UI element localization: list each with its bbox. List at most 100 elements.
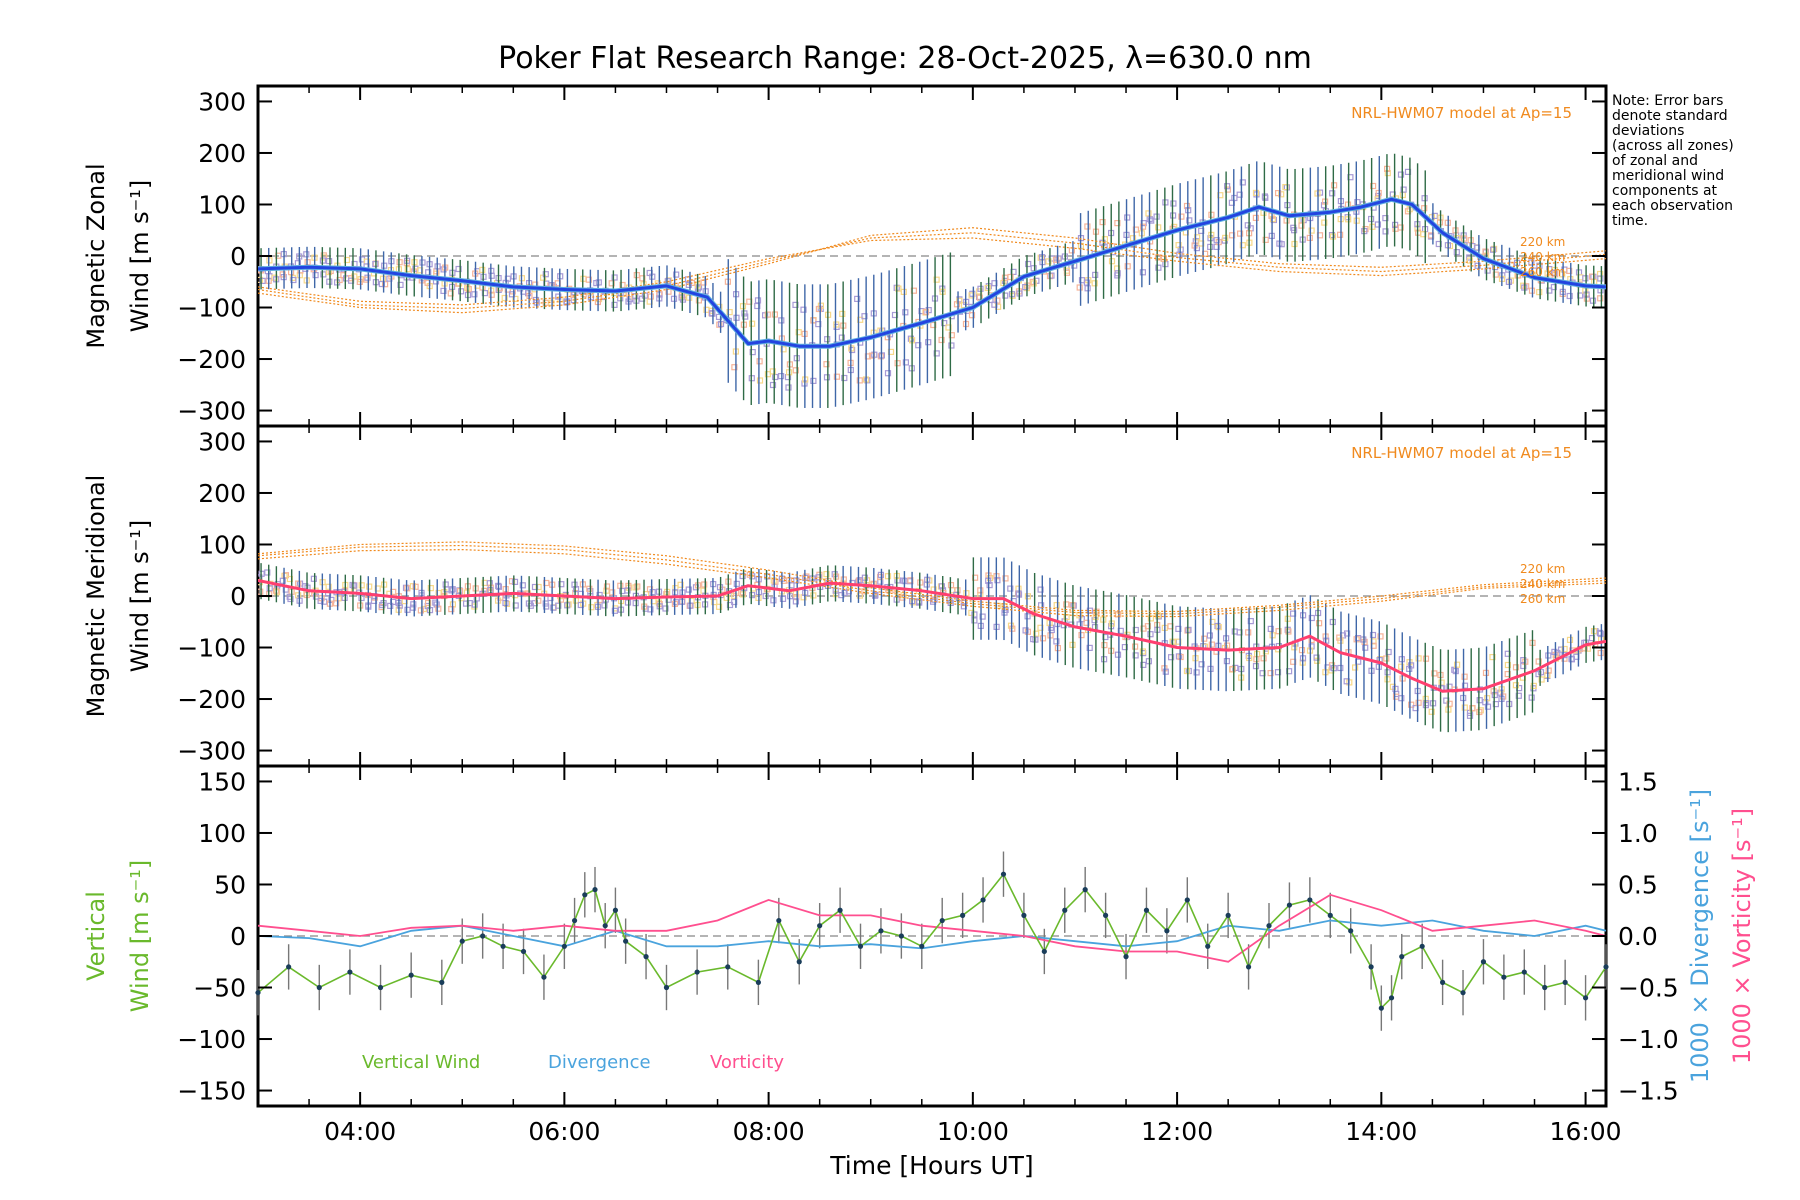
zone-marker xyxy=(1252,214,1260,221)
vertical-wind-point xyxy=(1245,964,1252,970)
zone-marker xyxy=(351,273,358,280)
zone-marker xyxy=(1015,590,1022,597)
divergence-line xyxy=(257,919,1607,950)
y-axis-label: Wind [m s⁻¹] xyxy=(126,520,154,672)
zone-marker xyxy=(1328,232,1336,239)
zone-marker xyxy=(351,582,358,589)
legend-vorticity: Vorticity xyxy=(710,1052,784,1073)
vertical-wind-point xyxy=(1123,954,1129,960)
vertical-wind-point xyxy=(857,943,864,949)
y-tick-label: −200 xyxy=(177,685,246,714)
meridional-wind-line xyxy=(258,579,1606,693)
zone-marker xyxy=(1022,627,1029,634)
zone-marker xyxy=(1245,629,1252,636)
zone-marker xyxy=(810,592,817,599)
zone-marker xyxy=(258,588,264,595)
zonal-data-group xyxy=(258,153,1606,408)
zone-marker xyxy=(611,607,619,614)
vertical-wind-point xyxy=(1225,912,1231,918)
zone-marker xyxy=(1466,712,1474,719)
y-tick-label: 100 xyxy=(198,530,246,559)
y-tick-label: 100 xyxy=(198,190,246,219)
zone-marker xyxy=(833,373,841,380)
zone-marker xyxy=(471,601,478,608)
zone-marker xyxy=(379,601,386,609)
vertical-wind-point xyxy=(1000,871,1007,877)
zone-marker xyxy=(685,281,692,288)
zone-marker xyxy=(1223,183,1231,190)
zone-marker xyxy=(447,290,454,297)
zone-marker xyxy=(977,587,984,594)
zone-marker xyxy=(1415,655,1422,662)
model-altitude-label: 240 km xyxy=(1520,250,1565,264)
zone-marker xyxy=(1397,171,1405,178)
zone-marker xyxy=(1084,223,1091,230)
zone-marker xyxy=(1223,657,1231,665)
zone-marker xyxy=(1351,664,1359,671)
y-tick-label-right: 0.0 xyxy=(1618,922,1658,951)
zone-marker xyxy=(1336,231,1344,238)
vertical-wind-point xyxy=(939,917,945,924)
zone-marker xyxy=(902,359,910,366)
y-tick-label: 200 xyxy=(198,139,246,168)
zone-marker xyxy=(1369,182,1377,190)
zone-marker xyxy=(1045,258,1052,265)
zone-marker xyxy=(1461,673,1468,680)
zone-marker xyxy=(1269,216,1276,223)
zone-marker xyxy=(1589,297,1597,304)
vertical-wind-point xyxy=(1103,912,1109,918)
y-tick-label-right: 0.5 xyxy=(1618,870,1658,899)
model-altitude-label: 220 km xyxy=(1520,562,1565,576)
zone-marker xyxy=(1222,234,1229,241)
zone-marker xyxy=(1576,292,1584,299)
vertical-wind-point xyxy=(919,943,925,949)
zone-marker xyxy=(341,594,348,602)
zone-marker xyxy=(695,297,703,304)
zone-marker xyxy=(1596,629,1604,637)
zone-marker xyxy=(864,377,871,384)
zone-marker xyxy=(1314,657,1321,664)
zone-marker xyxy=(984,284,991,292)
note-line: components at xyxy=(1612,183,1718,199)
zone-marker xyxy=(1550,269,1558,276)
zone-marker xyxy=(1078,631,1085,639)
vertical-wind-point xyxy=(1603,964,1609,970)
zone-marker xyxy=(672,584,679,592)
zone-marker xyxy=(1139,648,1147,655)
zone-marker xyxy=(1139,223,1147,230)
zone-marker xyxy=(762,592,769,600)
zone-marker xyxy=(1175,242,1182,249)
vertical-wind-point xyxy=(561,943,567,949)
zone-marker xyxy=(279,577,286,584)
zone-marker xyxy=(1408,701,1415,708)
zone-marker xyxy=(1083,619,1090,626)
zone-marker xyxy=(427,584,434,592)
zone-marker xyxy=(310,575,317,582)
zone-marker xyxy=(1086,644,1093,652)
zone-marker xyxy=(1528,694,1535,701)
zone-marker xyxy=(1398,663,1405,670)
vertical-wind-point xyxy=(663,984,670,991)
vertical-wind-point xyxy=(694,969,700,975)
zone-marker xyxy=(823,570,830,578)
y-tick-label: 0 xyxy=(230,242,246,271)
zone-marker xyxy=(884,573,892,580)
zone-marker xyxy=(1124,263,1131,270)
zone-marker xyxy=(1308,227,1315,234)
zone-marker xyxy=(864,353,872,360)
zone-marker xyxy=(770,597,777,604)
zone-marker xyxy=(1275,628,1282,635)
x-tick-label: 10:00 xyxy=(937,1117,1009,1146)
vertical-wind-point xyxy=(500,943,506,949)
x-tick-label: 12:00 xyxy=(1141,1117,1213,1146)
zone-marker xyxy=(748,320,756,327)
zone-marker xyxy=(1520,656,1527,664)
zone-marker xyxy=(894,360,901,367)
y-tick-label: −300 xyxy=(177,737,246,766)
zone-marker xyxy=(1329,190,1336,197)
vertical-wind-point xyxy=(1582,995,1589,1001)
zone-marker xyxy=(1423,700,1430,707)
zone-marker xyxy=(501,294,508,302)
zone-marker xyxy=(1336,634,1343,641)
vertical-wind-point xyxy=(796,959,802,965)
